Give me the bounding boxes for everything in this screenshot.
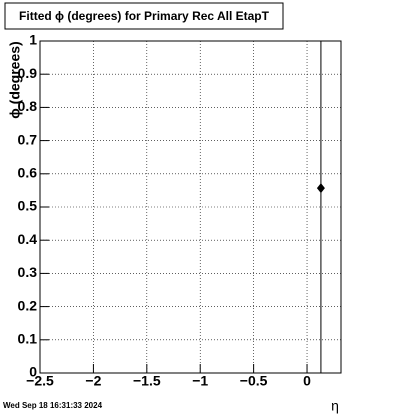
- y-tick-label: 0.5: [18, 198, 38, 214]
- x-tick-label: −1.5: [133, 373, 161, 389]
- x-tick-label: −1: [192, 373, 208, 389]
- x-tick-label: −2: [85, 373, 101, 389]
- x-tick-label: −2.5: [26, 373, 54, 389]
- title-box: [4, 2, 284, 30]
- chart-title: Fitted ϕ (degrees) for Primary Rec All E…: [19, 9, 270, 23]
- y-axis-label: ϕ (degrees): [7, 41, 23, 118]
- y-tick-label: 0.6: [18, 165, 38, 181]
- y-tick-label: 1: [29, 32, 37, 48]
- timestamp: Wed Sep 18 16:31:33 2024: [3, 401, 103, 410]
- y-tick-label: 0.3: [18, 264, 38, 280]
- y-tick-label: 0.2: [18, 297, 38, 313]
- x-tick-label: −0.5: [240, 373, 268, 389]
- y-tick-label: 0.1: [18, 331, 38, 347]
- y-tick-label: 0.4: [18, 231, 38, 247]
- x-tick-label: 0: [303, 373, 311, 389]
- y-tick-label: 0.8: [18, 98, 38, 114]
- data-point: [316, 183, 325, 194]
- plot-frame: [39, 40, 342, 374]
- y-tick-label: 0: [29, 364, 37, 380]
- x-axis-label: η: [331, 398, 339, 414]
- y-tick-label: 0.7: [18, 131, 38, 147]
- y-tick-label: 0.9: [18, 65, 38, 81]
